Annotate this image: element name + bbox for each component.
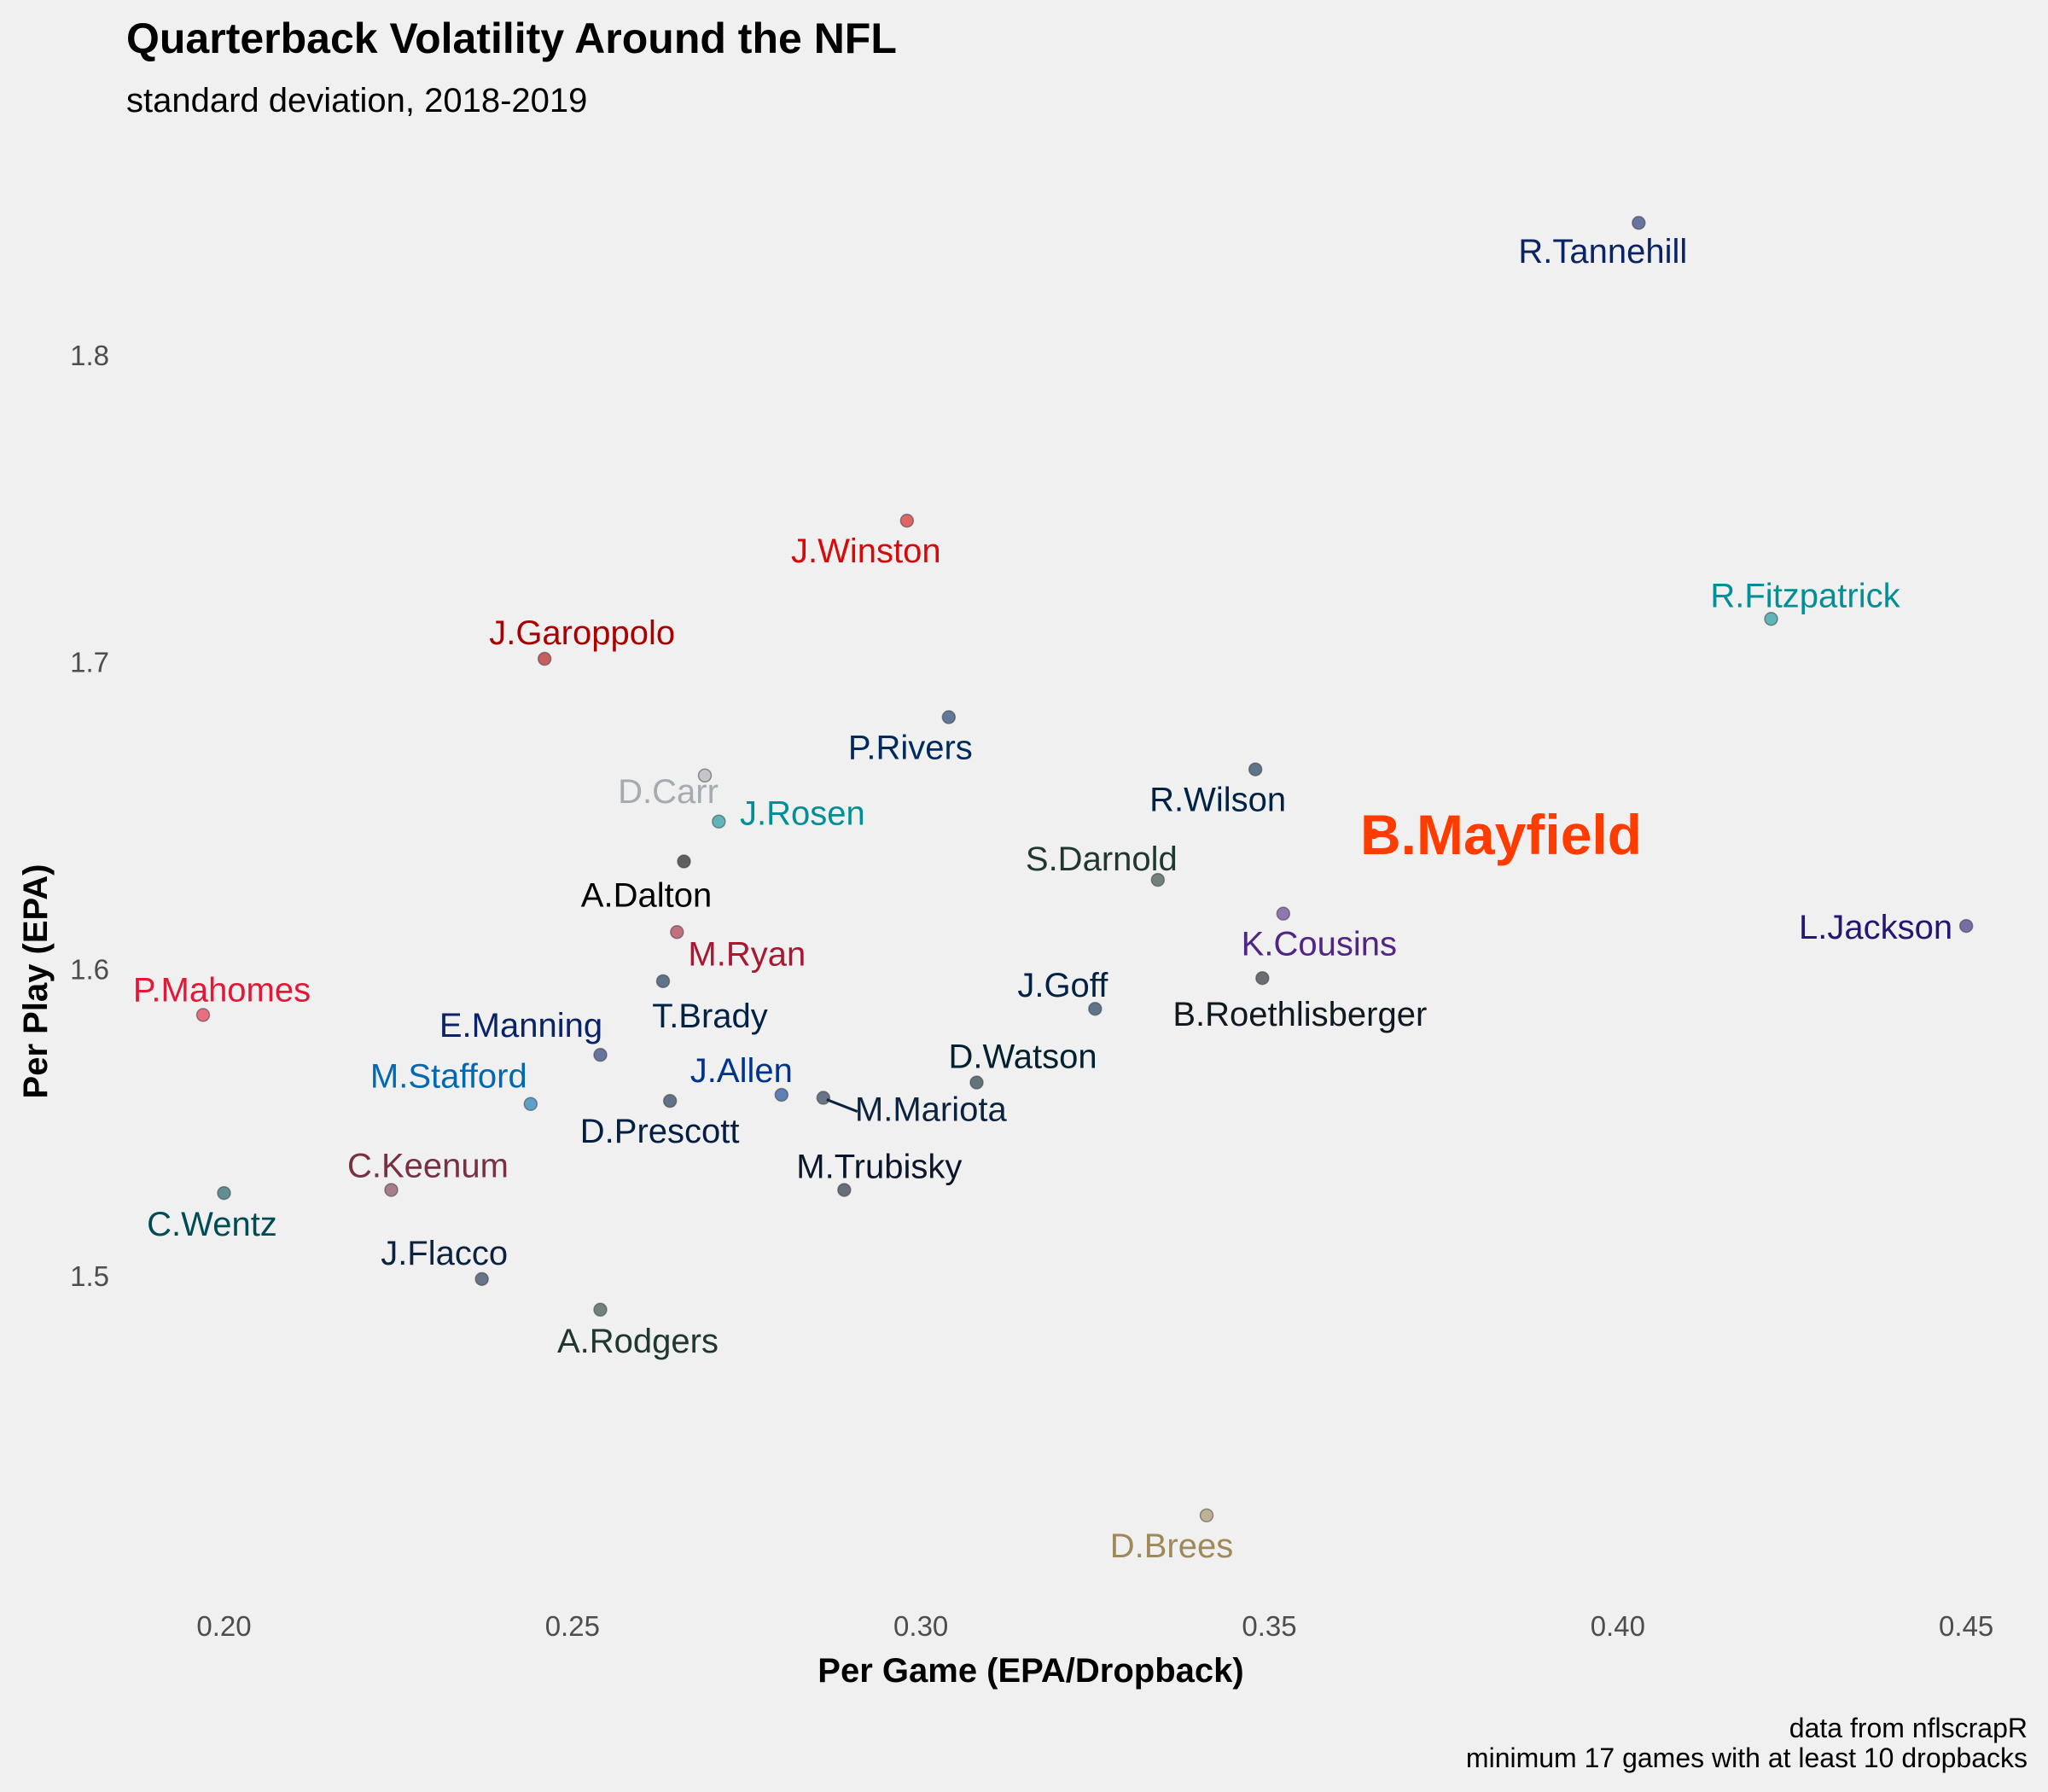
point-label: D.Brees bbox=[1110, 1527, 1234, 1565]
point-label: P.Rivers bbox=[848, 729, 973, 766]
x-tick-label: 0.40 bbox=[1591, 1610, 1645, 1642]
data-point bbox=[662, 1093, 678, 1108]
data-point bbox=[537, 651, 552, 666]
data-point bbox=[195, 1008, 211, 1022]
chart-title: Quarterback Volatility Around the NFL bbox=[126, 15, 897, 62]
data-point bbox=[593, 1047, 608, 1062]
point-label: R.Tannehill bbox=[1518, 233, 1687, 271]
y-tick-label: 1.8 bbox=[70, 340, 109, 371]
point-label: P.Mahomes bbox=[133, 971, 311, 1009]
data-points bbox=[195, 215, 1974, 1523]
y-tick-label: 1.7 bbox=[70, 647, 109, 678]
y-tick-label: 1.5 bbox=[70, 1260, 109, 1292]
point-label: R.Fitzpatrick bbox=[1710, 577, 1900, 614]
point-label: A.Dalton bbox=[581, 877, 712, 915]
point-label: M.Mariota bbox=[855, 1091, 1008, 1129]
data-point bbox=[655, 974, 671, 989]
y-tick-label: 1.6 bbox=[70, 953, 109, 985]
data-point bbox=[217, 1185, 231, 1201]
x-tick-label: 0.30 bbox=[893, 1610, 948, 1642]
point-label: C.Keenum bbox=[347, 1147, 509, 1184]
x-axis-title: Per Game (EPA/Dropback) bbox=[817, 1652, 1243, 1690]
y-axis-ticks: 1.5 1.6 1.7 1.8 bbox=[70, 340, 109, 1292]
y-axis-title: Per Play (EPA) bbox=[17, 864, 55, 1099]
x-tick-label: 0.20 bbox=[196, 1610, 251, 1642]
point-label: E.Manning bbox=[439, 1007, 602, 1044]
label-leader-lines bbox=[826, 1098, 858, 1113]
point-label: C.Wentz bbox=[147, 1206, 277, 1243]
data-point bbox=[1369, 829, 1379, 840]
point-labels: R.Tannehill J.Winston R.Fitzpatrick J.Garop… bbox=[133, 233, 1952, 1565]
data-point bbox=[1276, 906, 1291, 921]
point-label: A.Rodgers bbox=[557, 1323, 719, 1360]
point-label: D.Watson bbox=[948, 1039, 1097, 1076]
data-point bbox=[677, 854, 691, 869]
point-label: J.Goff bbox=[1017, 967, 1108, 1004]
point-label: L.Jackson bbox=[1799, 909, 1952, 946]
data-point bbox=[474, 1271, 489, 1287]
data-point bbox=[1150, 872, 1166, 887]
data-point bbox=[1199, 1508, 1214, 1523]
point-label: K.Cousins bbox=[1242, 926, 1397, 963]
data-point bbox=[1958, 918, 1974, 934]
point-label: B.Mayfield bbox=[1360, 803, 1642, 866]
point-label: D.Prescott bbox=[580, 1113, 740, 1150]
data-point bbox=[712, 814, 726, 829]
point-label: M.Trubisky bbox=[796, 1148, 962, 1185]
point-label: S.Darnold bbox=[1026, 841, 1178, 878]
data-point bbox=[1255, 970, 1270, 986]
point-label: J.Flacco bbox=[381, 1235, 508, 1272]
data-point bbox=[837, 1183, 852, 1197]
data-point bbox=[593, 1302, 608, 1318]
data-point bbox=[1764, 612, 1778, 626]
data-point bbox=[670, 925, 684, 940]
point-label: T.Brady bbox=[652, 998, 768, 1035]
point-label: J.Garoppolo bbox=[489, 614, 675, 652]
data-point bbox=[969, 1075, 984, 1090]
data-point bbox=[816, 1091, 831, 1105]
data-point bbox=[523, 1097, 538, 1111]
caption-source: data from nflscrapR bbox=[1789, 1713, 2028, 1743]
point-label: J.Winston bbox=[791, 532, 941, 570]
data-point bbox=[384, 1183, 399, 1197]
data-point bbox=[697, 768, 713, 783]
data-point bbox=[941, 710, 957, 724]
caption-note: minimum 17 games with at least 10 dropba… bbox=[1466, 1743, 2028, 1773]
label-leader-line bbox=[826, 1098, 858, 1113]
point-label: B.Roethlisberger bbox=[1172, 996, 1427, 1033]
x-axis-ticks: 0.20 0.25 0.30 0.35 0.40 0.45 bbox=[196, 1610, 1993, 1642]
x-tick-label: 0.45 bbox=[1939, 1610, 1993, 1642]
data-point bbox=[774, 1087, 789, 1103]
point-label: M.Ryan bbox=[688, 935, 806, 973]
chart-subtitle: standard deviation, 2018-2019 bbox=[126, 82, 587, 119]
point-label: R.Wilson bbox=[1149, 782, 1286, 819]
data-point bbox=[1632, 215, 1646, 230]
x-tick-label: 0.25 bbox=[545, 1610, 600, 1642]
point-label: J.Allen bbox=[690, 1052, 793, 1090]
data-point bbox=[1088, 1001, 1103, 1016]
point-label: M.Stafford bbox=[370, 1058, 527, 1096]
point-label: J.Rosen bbox=[740, 795, 865, 833]
x-tick-label: 0.35 bbox=[1242, 1610, 1296, 1642]
data-point bbox=[899, 513, 915, 528]
data-point bbox=[1248, 762, 1263, 777]
point-label: D.Carr bbox=[618, 773, 719, 811]
